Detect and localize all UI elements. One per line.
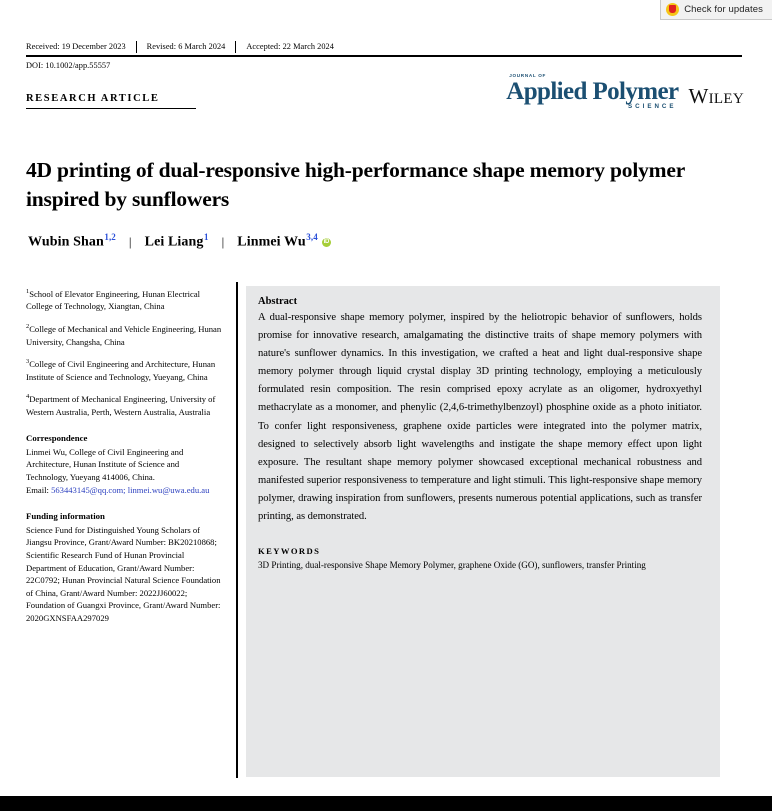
abstract-heading: Abstract — [258, 296, 298, 307]
affiliation-2: 2College of Mechanical and Vehicle Engin… — [26, 321, 222, 348]
viewer-bottom-bar — [0, 796, 772, 811]
funding-body: Science Fund for Distinguished Young Sch… — [26, 524, 221, 623]
author-1[interactable]: Wubin Shan1,2 — [28, 232, 116, 251]
journal-masthead: JOURNAL OF Applied Polymer SCIENCE WILEY — [506, 73, 744, 111]
history-divider-1 — [135, 41, 137, 53]
article-type-rule — [26, 108, 196, 110]
history-received: Received: 19 December 2023 — [26, 42, 126, 51]
history-accepted: Accepted: 22 March 2024 — [246, 42, 334, 51]
author-2[interactable]: Lei Liang1 — [145, 232, 209, 251]
doi-text: DOI: 10.1002/app.55557 — [26, 61, 111, 70]
author-separator-2: | — [221, 233, 225, 249]
check-for-updates-label: Check for updates — [684, 4, 763, 15]
affiliation-1-marker: 1 — [26, 288, 30, 295]
crossmark-icon — [666, 3, 680, 16]
correspondence-heading: Correspondence — [26, 433, 88, 444]
metadata-column: 1School of Elevator Engineering, Hunan E… — [26, 286, 222, 625]
author-3[interactable]: Linmei Wu3,4 iD — [237, 232, 331, 251]
correspondence-email-label: Email: — [26, 484, 52, 495]
orcid-icon[interactable]: iD — [321, 237, 331, 247]
author-separator-1: | — [128, 233, 132, 249]
header-rule — [26, 55, 742, 57]
author-1-name: Wubin Shan — [28, 234, 104, 250]
history-divider-2 — [235, 41, 237, 53]
abstract-panel: Abstract A dual-responsive shape memory … — [246, 286, 720, 777]
wiley-logo: WILEY — [688, 83, 744, 111]
affiliation-3-text: College of Civil Engineering and Archite… — [26, 358, 216, 382]
affiliation-1-text: School of Elevator Engineering, Hunan El… — [26, 288, 201, 312]
affiliation-4-marker: 4 — [26, 393, 30, 401]
affiliation-3-marker: 3 — [26, 358, 30, 366]
article-type-label: RESEARCH ARTICLE — [26, 93, 160, 104]
history-revised: Revised: 6 March 2024 — [146, 42, 226, 51]
page-title: 4D printing of dual-responsive high-perf… — [26, 158, 685, 212]
journal-name: Applied Polymer — [506, 77, 679, 105]
affiliation-3: 3College of Civil Engineering and Archit… — [26, 356, 222, 383]
applied-polymer-logo: JOURNAL OF Applied Polymer SCIENCE — [506, 73, 679, 111]
correspondence-body: Linmei Wu, College of Civil Engineering … — [26, 446, 222, 496]
author-2-affiliation-marker: 1 — [203, 232, 209, 242]
check-for-updates-button[interactable]: Check for updates — [660, 0, 772, 20]
journal-kicker: JOURNAL OF — [509, 73, 547, 78]
affiliation-1: 1School of Elevator Engineering, Hunan E… — [26, 286, 222, 313]
author-3-name: Linmei Wu — [237, 234, 306, 250]
funding-heading: Funding information — [26, 511, 105, 522]
journal-science-word: SCIENCE — [628, 103, 677, 111]
wiley-rest: ILEY — [708, 90, 744, 107]
affiliation-2-marker: 2 — [26, 323, 30, 331]
abstract-body: A dual-responsive shape memory polymer, … — [258, 312, 702, 523]
correspondence-address: Linmei Wu, College of Civil Engineering … — [26, 446, 184, 482]
keywords-body: 3D Printing, dual-responsive Shape Memor… — [258, 560, 646, 571]
wiley-w: W — [688, 83, 709, 108]
author-3-affiliation-marker: 3,4 — [306, 232, 318, 242]
author-2-name: Lei Liang — [144, 234, 204, 250]
affiliation-4-text: Department of Mechanical Engineering, Un… — [26, 394, 216, 417]
affiliation-2-text: College of Mechanical and Vehicle Engine… — [26, 323, 222, 347]
author-list: Wubin Shan1,2 | Lei Liang1 | Linmei Wu3,… — [28, 232, 331, 251]
keywords-heading: KEYWORDS — [258, 546, 321, 557]
correspondence-email-link[interactable]: 563443145@qq.com; linmei.wu@uwa.edu.au — [51, 484, 210, 495]
column-divider — [236, 282, 238, 778]
article-history: Received: 19 December 2023 Revised: 6 Ma… — [26, 41, 742, 53]
affiliation-4: 4Department of Mechanical Engineering, U… — [26, 391, 222, 418]
author-1-affiliation-marker: 1,2 — [104, 232, 116, 242]
